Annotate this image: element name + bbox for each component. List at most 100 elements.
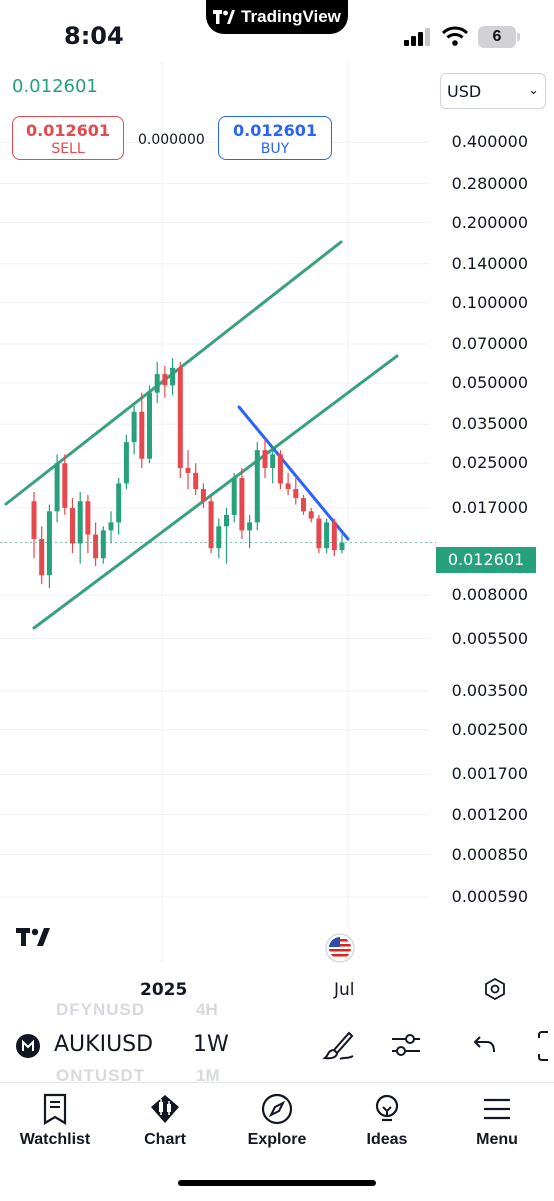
price-tick-label: 0.003500 xyxy=(451,680,528,700)
price-tick-label: 0.050000 xyxy=(451,373,528,392)
wifi-icon xyxy=(442,26,468,46)
candle[interactable] xyxy=(77,492,83,564)
candle[interactable] xyxy=(262,438,268,479)
candle[interactable] xyxy=(154,361,160,404)
candle[interactable] xyxy=(170,358,176,396)
candle-body xyxy=(70,507,75,544)
candle-body xyxy=(301,498,306,512)
candle[interactable] xyxy=(123,434,129,490)
candle[interactable] xyxy=(62,454,68,515)
candle[interactable] xyxy=(277,450,283,490)
candle[interactable] xyxy=(139,392,145,468)
candle[interactable] xyxy=(131,405,137,455)
sell-button[interactable]: 0.012601 SELL xyxy=(12,116,124,160)
undo-icon[interactable] xyxy=(472,1034,498,1056)
chevron-down-icon: ⌄ xyxy=(528,83,539,98)
price-tick-label: 0.070000 xyxy=(451,334,528,354)
tab-explore[interactable]: Explore xyxy=(222,1093,332,1149)
candle[interactable] xyxy=(31,492,37,559)
time-tick-label: 2025 xyxy=(140,980,188,1000)
tab-label: Chart xyxy=(144,1131,186,1148)
candle-body xyxy=(100,530,106,559)
candle-body xyxy=(324,522,330,549)
tab-label: Menu xyxy=(476,1131,518,1148)
price-tick-label: 0.100000 xyxy=(451,292,528,312)
candle[interactable] xyxy=(108,511,114,544)
candle[interactable] xyxy=(147,385,152,464)
candle-body xyxy=(170,367,176,386)
candle[interactable] xyxy=(54,454,60,523)
candle[interactable] xyxy=(308,507,314,523)
candle[interactable] xyxy=(324,518,330,554)
candle-body xyxy=(93,534,99,559)
tab-label: Ideas xyxy=(366,1131,408,1148)
price-chart[interactable] xyxy=(0,62,554,982)
candle[interactable] xyxy=(224,507,229,564)
buy-button[interactable]: 0.012601 BUY xyxy=(218,116,332,160)
candle-body xyxy=(208,501,214,549)
symbol-picker-ghost-below: ONTUSDT xyxy=(56,1066,146,1085)
candle-body xyxy=(46,511,52,576)
candle[interactable] xyxy=(316,514,322,554)
candle[interactable] xyxy=(116,478,122,535)
candle-body xyxy=(254,450,260,523)
chart-settings-icon[interactable] xyxy=(484,978,506,1000)
candle-body xyxy=(239,478,245,531)
candle[interactable] xyxy=(93,522,99,566)
candle[interactable] xyxy=(285,472,291,496)
settings-sliders-icon[interactable] xyxy=(390,1030,422,1060)
candle[interactable] xyxy=(254,442,260,531)
brush-icon[interactable] xyxy=(322,1028,356,1062)
redo-icon-partial[interactable] xyxy=(536,1030,554,1062)
candle-body xyxy=(77,501,83,544)
last-price-badge: 0.012601 xyxy=(436,547,536,573)
candle-body xyxy=(108,522,114,531)
candle-body xyxy=(316,518,322,549)
candle[interactable] xyxy=(46,504,52,589)
price-tick-label: 0.000850 xyxy=(451,844,528,864)
candle-body xyxy=(339,542,345,551)
cellular-signal-icon xyxy=(404,28,430,46)
economic-event-flag-icon[interactable] xyxy=(325,933,355,963)
candle[interactable] xyxy=(339,534,345,554)
price-tick-label: 0.280000 xyxy=(451,173,528,193)
candle[interactable] xyxy=(100,526,106,564)
candle[interactable] xyxy=(247,514,253,549)
symbol-button[interactable]: AUKIUSD xyxy=(54,1032,154,1057)
candle[interactable] xyxy=(39,526,45,585)
candle[interactable] xyxy=(239,467,245,539)
candle[interactable] xyxy=(185,450,191,490)
dynamic-island: TradingView xyxy=(206,0,348,34)
candle-body xyxy=(31,501,37,539)
candle[interactable] xyxy=(231,472,237,523)
candle[interactable] xyxy=(70,498,75,554)
tab-ideas[interactable]: Ideas xyxy=(332,1093,442,1149)
tab-watchlist[interactable]: Watchlist xyxy=(0,1093,110,1149)
price-tick-label: 0.017000 xyxy=(451,497,528,517)
sell-label: SELL xyxy=(51,141,85,157)
candle[interactable] xyxy=(177,361,183,479)
tab-chart[interactable]: Chart xyxy=(110,1093,220,1149)
currency-value: USD xyxy=(447,82,482,101)
candle[interactable] xyxy=(331,518,337,557)
candle[interactable] xyxy=(162,365,168,398)
candle[interactable] xyxy=(301,495,306,515)
interval-picker-ghost-below: 1M xyxy=(196,1066,220,1085)
candle-body xyxy=(85,501,91,535)
candle-body xyxy=(193,472,199,490)
chart-icon xyxy=(151,1095,179,1123)
currency-select[interactable]: USD ⌄ xyxy=(440,73,546,109)
candle[interactable] xyxy=(200,483,206,508)
tab-menu[interactable]: Menu xyxy=(442,1093,552,1149)
price-tick-label: 0.001200 xyxy=(451,804,528,824)
candle[interactable] xyxy=(193,463,199,496)
status-time: 8:04 xyxy=(64,22,124,50)
candle[interactable] xyxy=(208,495,214,554)
candle[interactable] xyxy=(216,518,222,559)
channel-lower-line[interactable] xyxy=(32,354,399,630)
candle[interactable] xyxy=(293,478,299,505)
candle[interactable] xyxy=(85,495,91,554)
downtrend-line[interactable] xyxy=(237,405,350,541)
candle[interactable] xyxy=(270,446,276,484)
interval-button[interactable]: 1W xyxy=(193,1032,229,1057)
